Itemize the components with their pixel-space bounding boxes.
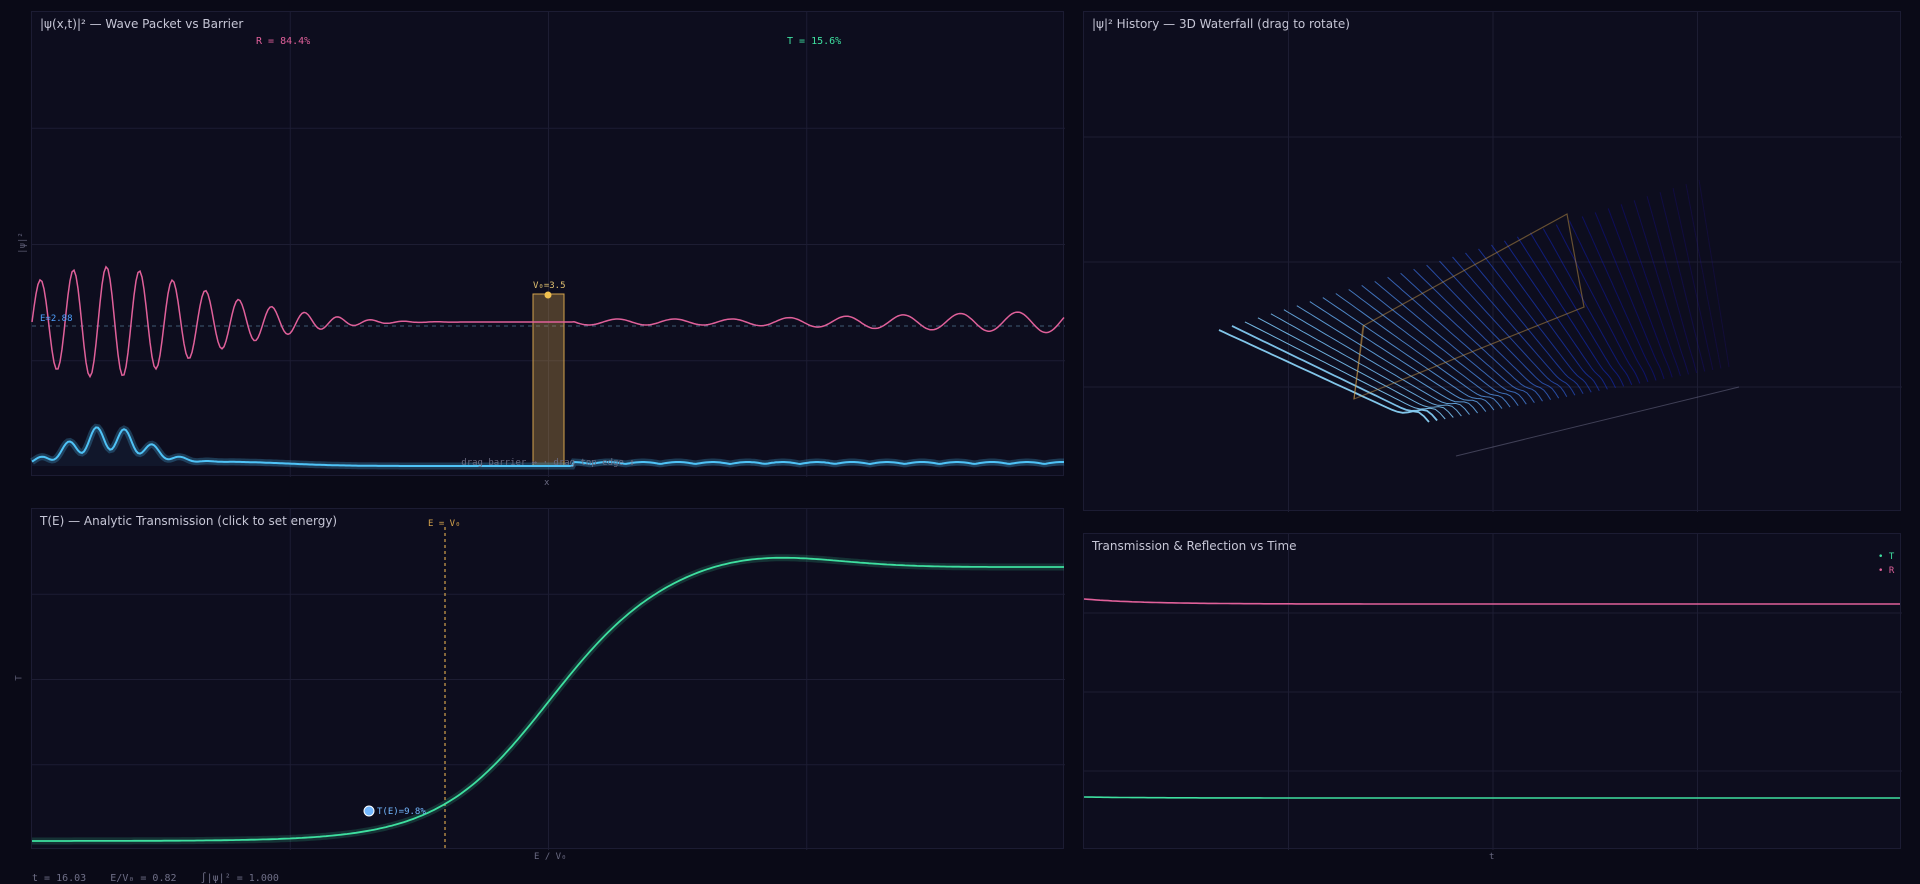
status-norm: ∫|ψ|² = 1.000 [200, 873, 279, 884]
waterfall-line [1361, 285, 1519, 406]
wave-panel[interactable]: |ψ(x,t)|² — Wave Packet vs Barrier E=2.8… [30, 11, 1065, 477]
tr-time-grid [1084, 534, 1902, 850]
waterfall-line [1529, 232, 1625, 387]
waterfall-line [1387, 276, 1535, 403]
transmission-curve [1083, 796, 1900, 799]
waterfall-line [1231, 325, 1438, 422]
reflection-readout: R = 84.4% [256, 36, 310, 47]
psi-curve [31, 426, 1064, 467]
te-y-axis-label: T [14, 675, 25, 681]
waterfall-line [1698, 179, 1730, 368]
waterfall-line [1452, 256, 1576, 396]
waterfall-panel-title: |ψ|² History — 3D Waterfall (drag to rot… [1092, 17, 1350, 31]
potential-barrier[interactable] [532, 293, 565, 467]
wave-grid [32, 12, 1065, 477]
waterfall-line [1309, 301, 1487, 412]
waterfall-grid [1084, 12, 1902, 512]
waterfall-line [1646, 196, 1698, 374]
legend-transmission: • T [1878, 552, 1895, 562]
waterfall-axis [1455, 386, 1740, 457]
tr-time-x-axis-label: t [1489, 852, 1495, 862]
waterfall-line [1633, 200, 1689, 375]
te-curve [32, 556, 1064, 842]
barrier-height-label: V₀=3.5 [533, 281, 566, 291]
legend-reflection: • R [1878, 566, 1895, 576]
status-bar: t = 16.03 E/V₀ = 0.82 ∫|ψ|² = 1.000 [32, 873, 279, 884]
te-panel-title: T(E) — Analytic Transmission (click to s… [40, 514, 338, 528]
waterfall-barrier-box [1353, 213, 1740, 457]
waterfall-line [1607, 208, 1673, 378]
transmission-readout: T = 15.6% [787, 36, 841, 47]
wave-x-axis-label: x [544, 478, 550, 488]
waterfall-line [1581, 216, 1657, 381]
waterfall-line [1672, 188, 1714, 371]
waterfall-panel[interactable]: |ψ|² History — 3D Waterfall (drag to rot… [1083, 11, 1902, 512]
reflection-curve [1083, 598, 1900, 605]
te-x-axis-label: E / V₀ [534, 852, 567, 862]
waterfall-line [1296, 305, 1478, 414]
waterfall-line [1400, 272, 1543, 402]
tr-time-panel-title: Transmission & Reflection vs Time [1092, 539, 1297, 553]
wave-y-axis-label: |ψ|² [17, 232, 28, 254]
waterfall-line [1270, 313, 1462, 417]
waterfall-line [1465, 252, 1584, 395]
waterfall-line [1659, 192, 1706, 372]
te-grid [32, 509, 1065, 850]
waterfall-line [1568, 220, 1649, 383]
waterfall-line [1685, 184, 1722, 369]
waterfall-line [1413, 268, 1552, 400]
waterfall-line [1218, 329, 1430, 423]
waterfall-line [1516, 236, 1616, 389]
psi-fill [32, 427, 1065, 466]
status-time: t = 16.03 [32, 873, 87, 884]
waterfall-line [1555, 224, 1641, 384]
waterfall-line [1244, 321, 1446, 420]
drag-hint: drag barrier ↔ · drag top edge ↕ [461, 458, 634, 468]
waterfall-line [1335, 293, 1503, 409]
waterfall-line [1374, 281, 1527, 405]
waterfall-line [1348, 289, 1511, 408]
e-equals-v0-label: E = V₀ [428, 519, 461, 529]
barrier-box-edge [1353, 324, 1365, 400]
waterfall-line [1322, 297, 1495, 411]
status-energy-ratio: E/V₀ = 0.82 [110, 873, 177, 884]
waterfall-line [1478, 248, 1592, 393]
waterfall-line [1542, 228, 1633, 386]
tr-time-plot: • T • R [1083, 534, 1902, 850]
waterfall-plot[interactable] [1084, 12, 1902, 512]
barrier-height-handle[interactable] [544, 291, 552, 299]
waterfall-line [1439, 260, 1568, 397]
waterfall-line [1283, 309, 1470, 415]
current-energy-label: T(E)=9.8% [377, 807, 426, 817]
waterfall-line [1620, 204, 1681, 377]
current-energy-point[interactable] [363, 805, 375, 817]
real-part-curve [31, 265, 1065, 379]
waterfall-lines [1218, 179, 1730, 423]
waterfall-line [1490, 244, 1600, 392]
waterfall-line [1594, 212, 1665, 380]
wave-plot[interactable]: E=2.88 V₀=3.5 drag barrier ↔ · drag top … [30, 12, 1065, 477]
barrier-box-outline [1353, 213, 1585, 400]
te-plot[interactable]: E = V₀ T(E)=9.8% [32, 509, 1065, 850]
waterfall-line [1257, 317, 1454, 418]
waterfall-line [1426, 264, 1560, 399]
waterfall-line [1503, 240, 1608, 390]
te-panel[interactable]: T(E) — Analytic Transmission (click to s… [31, 508, 1065, 850]
energy-level-label: E=2.88 [40, 314, 73, 324]
wave-panel-title: |ψ(x,t)|² — Wave Packet vs Barrier [40, 17, 244, 31]
tr-time-panel: Transmission & Reflection vs Time • T • … [1083, 533, 1902, 850]
